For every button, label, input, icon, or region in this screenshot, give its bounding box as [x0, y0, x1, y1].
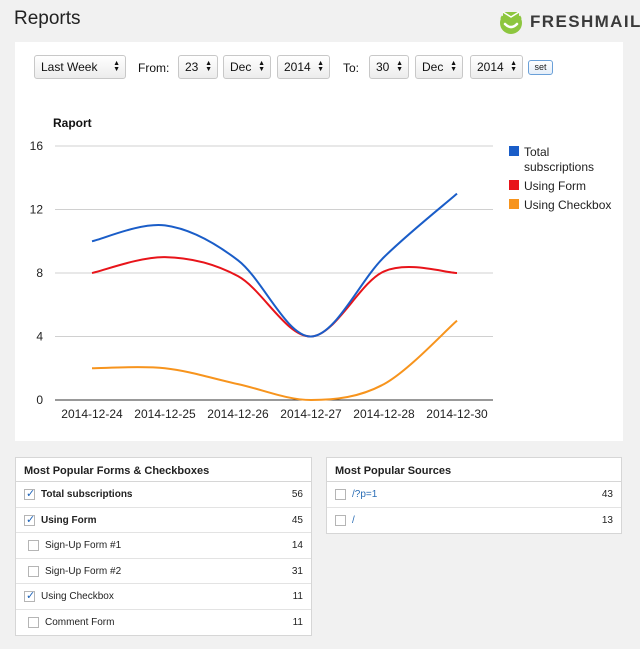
check-icon: ✓ [26, 513, 36, 526]
list-item-label: Using Checkbox [41, 591, 114, 602]
select-arrows-icon: ▲ ▼ [258, 60, 265, 73]
list-item-count: 11 [292, 591, 303, 602]
checkbox[interactable]: ✓ [24, 590, 36, 602]
list-item[interactable]: ✓ Total subscriptions 56 [16, 482, 311, 508]
from-year-value: 2014 [284, 60, 311, 74]
list-item-label: Comment Form [45, 616, 115, 628]
period-select[interactable]: Last Week ▲ ▼ [34, 55, 126, 79]
list-item[interactable]: Sign-Up Form #1 14 [16, 533, 311, 559]
list-item[interactable]: ✓ Using Checkbox 11 [16, 584, 311, 610]
select-arrows-icon: ▲ ▼ [113, 60, 120, 73]
logo-text: FRESHMAIL [530, 12, 640, 31]
list-item-label: Sign-Up Form #1 [45, 540, 122, 551]
report-panel: Last Week ▲ ▼ From: 23 ▲ ▼ Dec ▲ ▼ 2014 ▲ ▼ … [15, 42, 623, 441]
set-button[interactable]: set [528, 60, 553, 75]
sources-box-title: Most Popular Sources [327, 458, 621, 482]
list-item[interactable]: Sign-Up Form #2 31 [16, 559, 311, 584]
x-tick-label: 2014-12-30 [426, 407, 488, 421]
to-day-select[interactable]: 30 ▲ ▼ [369, 55, 409, 79]
x-tick-label: 2014-12-25 [134, 407, 196, 421]
to-year-select[interactable]: 2014 ▲ ▼ [470, 55, 523, 79]
from-month-select[interactable]: Dec ▲ ▼ [223, 55, 271, 79]
select-arrows-icon: ▲ ▼ [450, 60, 457, 73]
y-tick-label: 12 [30, 203, 44, 217]
legend-swatch [509, 180, 519, 190]
x-tick-label: 2014-12-27 [280, 407, 342, 421]
from-label: From: [138, 61, 170, 75]
legend-label: Total [524, 145, 549, 159]
list-item-label[interactable]: / [352, 514, 355, 526]
freshmail-logo[interactable]: FRESHMAIL [498, 10, 640, 34]
list-item-label: Total subscriptions [41, 489, 133, 500]
x-tick-label: 2014-12-28 [353, 407, 415, 421]
chart-title: Raport [53, 116, 92, 130]
forms-box: Most Popular Forms & Checkboxes ✓ Total s… [15, 457, 312, 636]
checkbox[interactable]: ✓ [24, 513, 36, 526]
from-day-select[interactable]: 23 ▲ ▼ [178, 55, 218, 79]
list-item[interactable]: ✓ Using Form 45 [16, 508, 311, 533]
list-item-count: 31 [291, 565, 303, 577]
legend-label: subscriptions [524, 160, 594, 174]
check-icon: ✓ [26, 488, 36, 500]
x-tick-label: 2014-12-24 [61, 407, 123, 421]
forms-box-title: Most Popular Forms & Checkboxes [16, 458, 311, 482]
select-arrows-icon: ▲ ▼ [317, 60, 324, 73]
list-item-count: 14 [291, 540, 303, 551]
select-arrows-icon: ▲ ▼ [396, 60, 403, 73]
legend-swatch [509, 199, 519, 209]
list-item[interactable]: /?p=1 43 [327, 482, 621, 508]
checkbox[interactable] [335, 489, 346, 500]
list-item-count: 13 [601, 514, 613, 526]
page-title: Reports [14, 8, 81, 29]
list-item-count: 43 [601, 489, 613, 500]
to-month-value: Dec [422, 60, 444, 74]
series-line [91, 192, 458, 338]
series-line [91, 256, 458, 338]
y-tick-label: 8 [36, 266, 43, 280]
list-item-count: 45 [291, 514, 303, 526]
to-month-select[interactable]: Dec ▲ ▼ [415, 55, 463, 79]
checkbox[interactable] [28, 616, 39, 628]
to-label: To: [343, 61, 360, 75]
list-item-label: Using Form [41, 514, 97, 526]
legend-label: Using Form [524, 179, 586, 193]
list-item-label: Sign-Up Form #2 [45, 565, 122, 577]
checkbox[interactable] [28, 565, 39, 577]
sources-list: /?p=1 43 / 13 [327, 482, 621, 533]
from-day-value: 23 [185, 60, 199, 74]
check-icon: ✓ [26, 590, 36, 602]
to-day-value: 30 [376, 60, 390, 74]
checkbox[interactable] [335, 514, 346, 526]
list-item-label[interactable]: /?p=1 [352, 489, 378, 500]
freshmail-logo-icon [500, 11, 522, 34]
list-item-count: 11 [292, 616, 303, 628]
select-arrows-icon: ▲ ▼ [510, 60, 517, 73]
list-item[interactable]: Comment Form 11 [16, 610, 311, 636]
to-year-value: 2014 [477, 60, 504, 74]
sources-box: Most Popular Sources /?p=1 43 / 13 [326, 457, 622, 534]
checkbox[interactable] [28, 540, 39, 551]
list-item-count: 56 [291, 489, 303, 500]
y-tick-label: 16 [30, 139, 44, 153]
forms-list: ✓ Total subscriptions 56 ✓ Using Form 45 Sign-… [16, 482, 311, 635]
legend-label: Using Checkbox [524, 198, 611, 212]
list-item[interactable]: / 13 [327, 508, 621, 534]
line-chart: Raport 0 4 8 12 16 2014-12-24 2014-12-25 2014-12… [30, 116, 612, 421]
y-tick-label: 0 [36, 393, 43, 407]
from-month-value: Dec [230, 60, 252, 74]
x-tick-label: 2014-12-26 [207, 407, 269, 421]
series-line [91, 319, 458, 402]
period-select-value: Last Week [41, 60, 98, 74]
checkbox[interactable]: ✓ [24, 488, 36, 500]
from-year-select[interactable]: 2014 ▲ ▼ [277, 55, 330, 79]
legend-swatch [509, 146, 519, 156]
y-tick-label: 4 [36, 330, 43, 344]
select-arrows-icon: ▲ ▼ [205, 60, 212, 73]
